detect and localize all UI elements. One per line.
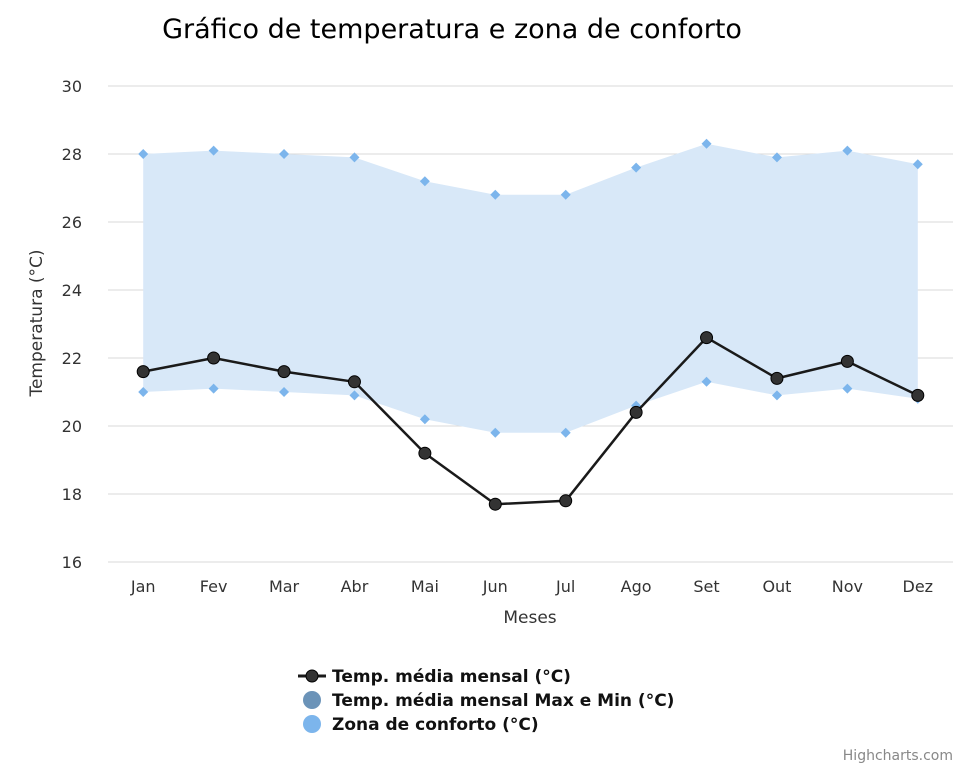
comfort-high-point[interactable] bbox=[560, 189, 571, 200]
x-tick-label: Dez bbox=[903, 577, 934, 596]
x-tick-label: Jul bbox=[555, 577, 575, 596]
y-tick-label: 22 bbox=[62, 349, 82, 368]
mean-temperature-point[interactable] bbox=[488, 497, 502, 511]
mean-temperature-point[interactable] bbox=[277, 365, 291, 379]
x-tick-label: Abr bbox=[341, 577, 369, 596]
mean-temperature-point[interactable] bbox=[136, 365, 150, 379]
legend-marker-symbol bbox=[305, 669, 319, 683]
comfort-low-point[interactable] bbox=[560, 427, 571, 438]
comfort-zone-area bbox=[143, 143, 918, 433]
comfort-high-point[interactable] bbox=[279, 149, 290, 159]
comfort-low-point[interactable] bbox=[279, 387, 290, 397]
mean-temperature-point[interactable] bbox=[559, 494, 573, 508]
y-tick-label: 30 bbox=[62, 77, 82, 96]
mean-temperature-point[interactable] bbox=[347, 375, 361, 389]
x-tick-label: Out bbox=[762, 577, 791, 596]
comfort-high-point[interactable] bbox=[490, 189, 501, 200]
comfort-high-point[interactable] bbox=[842, 145, 853, 156]
mean-temperature-point[interactable] bbox=[911, 388, 925, 402]
x-tick-label: Fev bbox=[200, 577, 228, 596]
legend-item[interactable]: Temp. média mensal Max e Min (°C) bbox=[303, 691, 674, 711]
y-tick-label: 16 bbox=[62, 553, 82, 572]
mean-temperature-point[interactable] bbox=[700, 331, 714, 345]
y-tick-label: 24 bbox=[62, 281, 82, 300]
legend-marker-symbol bbox=[303, 715, 321, 733]
mean-temperature-point[interactable] bbox=[207, 351, 221, 365]
mean-temperature-point[interactable] bbox=[770, 371, 784, 385]
comfort-low-point[interactable] bbox=[701, 376, 712, 387]
y-tick-labels: 16 18 20 22 24 26 28 30 bbox=[62, 77, 82, 572]
mean-temperature-point[interactable] bbox=[629, 405, 643, 419]
comfort-high-point[interactable] bbox=[771, 152, 782, 163]
x-tick-label: Set bbox=[693, 577, 719, 596]
legend-label: Zona de conforto (°C) bbox=[332, 715, 539, 735]
x-tick-label: Nov bbox=[832, 577, 863, 596]
x-axis-title: Meses bbox=[503, 608, 556, 628]
x-tick-label: Ago bbox=[621, 577, 652, 596]
chart-title: Gráfico de temperatura e zona de confort… bbox=[162, 14, 742, 45]
y-axis-title: Temperatura (°C) bbox=[27, 249, 47, 397]
mean-temperature-line bbox=[142, 336, 919, 506]
mean-temperature-point[interactable] bbox=[418, 446, 432, 460]
mean-temperature-series bbox=[136, 331, 925, 511]
y-tick-label: 26 bbox=[62, 213, 82, 232]
comfort-low-point[interactable] bbox=[349, 390, 360, 401]
comfort-high-point[interactable] bbox=[208, 145, 219, 156]
y-tick-label: 28 bbox=[62, 145, 82, 164]
comfort-high-point[interactable] bbox=[419, 176, 430, 187]
mean-temperature-point[interactable] bbox=[840, 354, 854, 368]
comfort-low-point[interactable] bbox=[208, 383, 219, 394]
x-tick-label: Jun bbox=[482, 577, 508, 596]
legend-label: Temp. média mensal (°C) bbox=[332, 667, 571, 687]
x-tick-label: Jan bbox=[130, 577, 156, 596]
comfort-zone-range bbox=[143, 143, 918, 433]
legend-item[interactable]: Zona de conforto (°C) bbox=[303, 715, 539, 735]
legend-item[interactable]: Temp. média mensal (°C) bbox=[298, 667, 571, 687]
chart-legend: Temp. média mensal (°C) Temp. média mensa… bbox=[298, 667, 674, 735]
x-tick-label: Mar bbox=[269, 577, 300, 596]
y-tick-label: 18 bbox=[62, 485, 82, 504]
comfort-high-point[interactable] bbox=[912, 159, 923, 170]
comfort-low-point[interactable] bbox=[138, 387, 149, 397]
comfort-high-point[interactable] bbox=[138, 149, 149, 159]
y-tick-label: 20 bbox=[62, 417, 82, 436]
comfort-high-point[interactable] bbox=[349, 152, 360, 163]
comfort-low-point[interactable] bbox=[771, 390, 782, 401]
comfort-high-point[interactable] bbox=[631, 162, 642, 173]
legend-label: Temp. média mensal Max e Min (°C) bbox=[332, 691, 674, 711]
x-tick-label: Mai bbox=[411, 577, 439, 596]
comfort-low-point[interactable] bbox=[490, 427, 501, 438]
credits-link[interactable]: Highcharts.com bbox=[843, 748, 953, 764]
comfort-low-point[interactable] bbox=[842, 383, 853, 394]
x-tick-labels: Jan Fev Mar Abr Mai Jun Jul Ago Set Out Nov Dez bbox=[130, 577, 933, 596]
legend-marker-symbol bbox=[303, 691, 321, 709]
comfort-low-point[interactable] bbox=[419, 414, 430, 425]
comfort-high-point[interactable] bbox=[701, 138, 712, 149]
